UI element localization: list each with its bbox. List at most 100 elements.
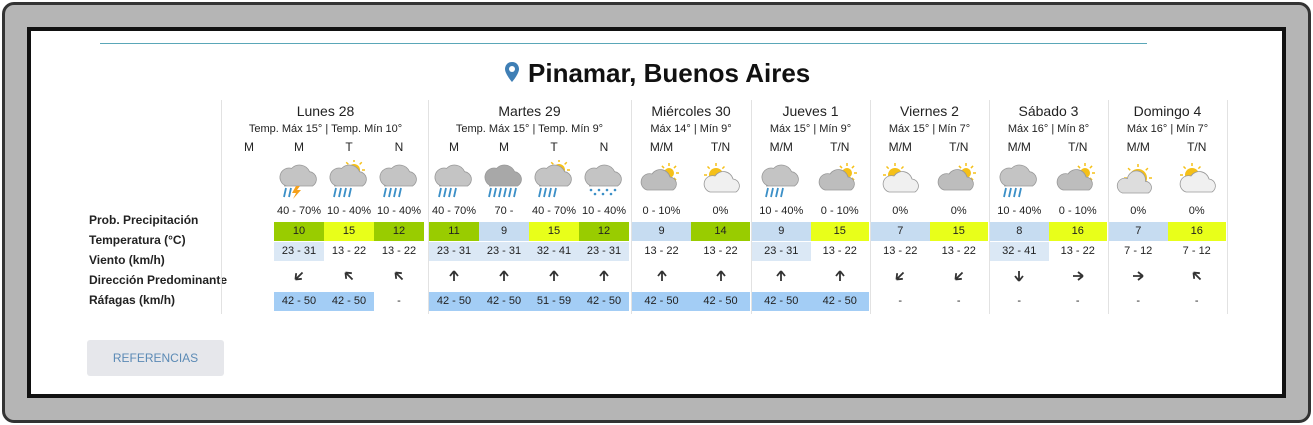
day-summary: Máx 16° | Mín 7° — [1126, 123, 1209, 135]
weather-icon — [484, 164, 522, 198]
day-name: Martes 29 — [498, 103, 561, 119]
weather-icon — [999, 164, 1038, 198]
precip: 0 - 10% — [1058, 205, 1097, 217]
precip: 0% — [950, 205, 967, 217]
wind-cell: 32 - 41 — [990, 242, 1049, 261]
separator — [751, 100, 752, 314]
weather-icon — [703, 163, 740, 193]
weather-icon — [279, 164, 317, 199]
wind-cell: 13 - 22 — [941, 245, 976, 257]
weather-icon — [818, 163, 857, 191]
direction-arrow — [599, 270, 609, 281]
period-label: N — [599, 140, 609, 154]
direction-arrow — [895, 271, 905, 281]
day-name: Domingo 4 — [1133, 103, 1202, 119]
direction-arrow — [499, 270, 509, 281]
precip: 40 - 70% — [531, 205, 577, 217]
day-summary: Temp. Máx 15° | Temp. Mín 9° — [455, 123, 604, 135]
day-name: Viernes 2 — [900, 103, 959, 119]
period-label: M/M — [769, 140, 793, 154]
period-label: M — [244, 140, 254, 154]
weather-icon — [584, 164, 622, 196]
day-summary: Máx 15° | Mín 7° — [888, 123, 971, 135]
day-summary: Máx 14° | Mín 9° — [650, 123, 732, 135]
row-label: Viento (km/h) — [89, 253, 165, 267]
wind-cell: 23 - 31 — [479, 242, 529, 261]
period-label: T — [550, 140, 558, 154]
direction-arrow — [1072, 271, 1084, 281]
period-label: N — [394, 140, 404, 154]
row-label: Temperatura (°C) — [89, 233, 186, 247]
direction-arrow — [835, 270, 845, 281]
gust-cell: - — [956, 295, 961, 307]
wind-cell: 23 - 31 — [579, 242, 629, 261]
weather-icon — [883, 163, 920, 193]
day-summary: Máx 16° | Mín 8° — [1007, 123, 1090, 135]
weather-icon — [1117, 164, 1153, 194]
wind-cell: 23 - 31 — [752, 242, 811, 261]
direction-arrow — [656, 270, 667, 281]
direction-arrow — [294, 271, 304, 281]
temp-cell: 8 — [990, 222, 1049, 241]
title: Pinamar, Buenos Aires — [528, 58, 811, 88]
wind-cell: 23 - 31 — [429, 242, 479, 261]
period-label: M/M — [1007, 140, 1031, 154]
wind-cell: 13 - 22 — [822, 245, 857, 257]
gust-cell: - — [898, 295, 903, 307]
precip: 0 - 10% — [642, 205, 681, 217]
period-label: M/M — [649, 140, 674, 154]
direction-arrow — [449, 270, 459, 281]
wind-cell: 13 - 22 — [703, 245, 738, 257]
temp-cell: 15 — [810, 222, 869, 241]
day-name: Jueves 1 — [782, 103, 839, 119]
temp-cell: 11 — [429, 222, 479, 241]
weather-icon — [1056, 163, 1095, 191]
weather-icon — [937, 163, 976, 191]
gust-cell: 51 - 59 — [529, 292, 579, 311]
direction-arrow — [549, 270, 559, 281]
temp-cell: 9 — [632, 222, 691, 241]
precip: 10 - 40% — [376, 205, 422, 217]
wind-cell: 13 - 22 — [331, 245, 367, 257]
row-label: Ráfagas (km/h) — [89, 293, 176, 307]
weather-icon — [534, 160, 572, 198]
references-button[interactable]: REFERENCIAS — [87, 340, 224, 376]
temp-cell: 16 — [1167, 222, 1226, 241]
temp-cell: 7 — [871, 222, 930, 241]
separator — [870, 100, 871, 314]
period-label: M — [449, 140, 459, 154]
precip: 0% — [712, 205, 729, 217]
period-label: M/M — [1126, 140, 1150, 154]
weather-icon — [640, 163, 679, 191]
temp-cell: 7 — [1109, 222, 1168, 241]
period-label: M — [294, 140, 304, 154]
temp-cell: 15 — [529, 222, 579, 241]
gust-cell: - — [397, 295, 401, 307]
divider — [100, 43, 1147, 44]
temp-cell: 15 — [929, 222, 988, 241]
direction-arrow — [954, 271, 963, 281]
day-summary: Máx 15° | Mín 9° — [769, 123, 852, 135]
precip: 0% — [1130, 205, 1147, 217]
gust-cell: 42 - 50 — [479, 292, 529, 311]
separator — [1227, 100, 1228, 314]
precip: 10 - 40% — [997, 205, 1042, 217]
gust-cell: 42 - 50 — [579, 292, 629, 311]
direction-arrow — [1192, 271, 1201, 281]
day-summary: Temp. Máx 15° | Temp. Mín 10° — [248, 123, 403, 135]
wind-cell: 7 - 12 — [1124, 245, 1153, 257]
gust-cell: - — [1194, 295, 1199, 307]
row-label: Dirección Predominante — [89, 273, 228, 287]
precip: 0 - 10% — [820, 205, 859, 217]
gust-cell: - — [1075, 295, 1080, 307]
separator — [1108, 100, 1109, 314]
temp-cell: 12 — [579, 222, 629, 241]
wind-cell: 13 - 22 — [1060, 245, 1095, 257]
row-label: Prob. Precipitación — [89, 213, 199, 227]
precip: 40 - 70% — [431, 205, 477, 217]
precip: 0% — [1188, 205, 1205, 217]
gust-cell: 42 - 50 — [810, 292, 869, 311]
day-name: Lunes 28 — [296, 103, 355, 119]
period-label: T/N — [710, 140, 731, 154]
